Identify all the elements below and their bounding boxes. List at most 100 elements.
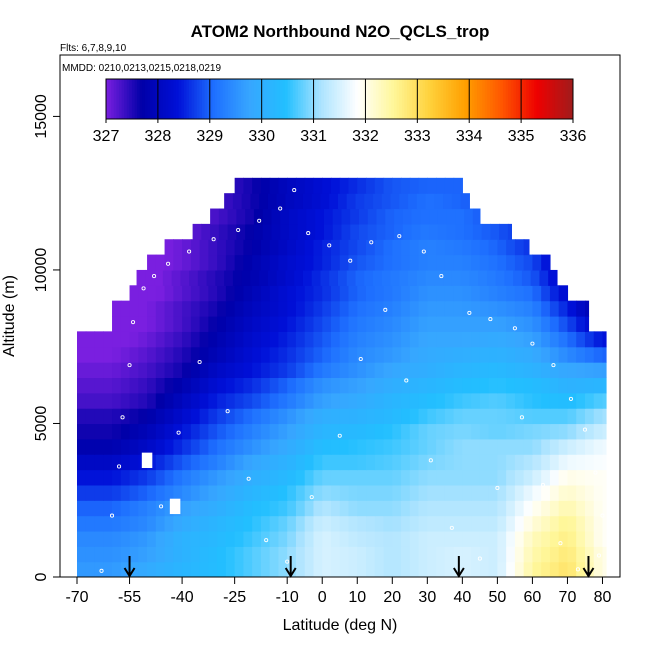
- heatmap-cell: [444, 177, 455, 194]
- heatmap-cell: [567, 408, 577, 425]
- heatmap-cell: [444, 377, 455, 394]
- heatmap-cell: [182, 285, 192, 302]
- heatmap-cell: [243, 408, 253, 425]
- heatmap-cell: [436, 392, 446, 409]
- heatmap-cell: [409, 346, 420, 363]
- heatmap-cell: [85, 408, 96, 425]
- heatmap-cell: [401, 239, 411, 256]
- heatmap-cell: [278, 285, 288, 302]
- colorbar-segment: [375, 79, 379, 119]
- heatmap-cell: [315, 208, 325, 225]
- heatmap-cell: [408, 269, 418, 286]
- heatmap-cell: [313, 408, 323, 425]
- heatmap-cell: [313, 316, 323, 332]
- heatmap-cell: [295, 362, 306, 379]
- heatmap-cell: [497, 454, 507, 471]
- heatmap-cell: [392, 454, 402, 471]
- heatmap-cell: [147, 438, 157, 455]
- heatmap-cell: [304, 500, 315, 517]
- heatmap-cell: [260, 362, 271, 379]
- colorbar-segment: [347, 79, 351, 119]
- heatmap-cell: [506, 561, 516, 577]
- heatmap-cell: [436, 285, 446, 302]
- colorbar-segment: [521, 79, 525, 119]
- heatmap-cell: [129, 300, 139, 317]
- heatmap-cell: [357, 177, 367, 194]
- y-tick-label: 10000: [33, 248, 50, 293]
- profile-arrow-head: [453, 567, 465, 578]
- heatmap-cell: [427, 239, 437, 256]
- heatmap-cell: [479, 423, 490, 440]
- heatmap-cell: [479, 392, 490, 409]
- heatmap-cell: [558, 362, 569, 379]
- heatmap-cell: [112, 438, 122, 455]
- heatmap-cell: [409, 530, 420, 547]
- heatmap-cell: [539, 269, 549, 286]
- heatmap-cell: [313, 392, 323, 409]
- heatmap-cell: [567, 484, 577, 501]
- colorbar-segment: [357, 79, 361, 119]
- heatmap-cell: [530, 269, 541, 286]
- heatmap-cell: [120, 331, 131, 348]
- heatmap-cell: [225, 469, 236, 486]
- heatmap-cell: [269, 408, 280, 425]
- heatmap-cell: [357, 377, 367, 394]
- heatmap-cell: [85, 392, 96, 409]
- heatmap-cell: [383, 254, 393, 271]
- heatmap-cell: [549, 469, 560, 486]
- colorbar-segment: [445, 79, 449, 119]
- heatmap-cell: [173, 377, 183, 394]
- heatmap-cell: [173, 408, 183, 425]
- heatmap-cell: [478, 269, 488, 286]
- heatmap-cell: [429, 208, 439, 225]
- heatmap-cell: [584, 469, 595, 486]
- heatmap-cell: [217, 362, 227, 379]
- heatmap-cell: [252, 408, 262, 425]
- heatmap-cell: [401, 285, 411, 302]
- heatmap-cell: [129, 484, 139, 501]
- colorbar-segment: [396, 79, 400, 119]
- colorbar-segment: [176, 79, 180, 119]
- heatmap-cell: [120, 362, 131, 379]
- track-point: [439, 274, 444, 279]
- heatmap-cell: [94, 561, 104, 577]
- track-point: [369, 240, 374, 245]
- heatmap-cell: [217, 469, 227, 486]
- heatmap-cell: [409, 392, 420, 409]
- heatmap-cell: [514, 515, 525, 532]
- heatmap-cell: [506, 362, 516, 379]
- heatmap-cell: [295, 254, 306, 271]
- heatmap-cell: [269, 254, 280, 271]
- colorbar-segment: [212, 79, 216, 119]
- colorbar-segment: [339, 79, 343, 119]
- heatmap-cell: [453, 392, 463, 409]
- heatmap-cell: [278, 177, 288, 194]
- heatmap-cell: [401, 515, 411, 532]
- heatmap-cell: [199, 423, 209, 440]
- heatmap-cell: [401, 300, 411, 317]
- heatmap-cell: [339, 546, 350, 563]
- heatmap-cell: [416, 193, 427, 210]
- heatmap-cell: [460, 193, 470, 210]
- heatmap-cell: [453, 316, 463, 332]
- heatmap-cell: [339, 500, 350, 517]
- heatmap-cell: [488, 500, 498, 517]
- track-point: [152, 274, 157, 279]
- heatmap-cell: [357, 438, 367, 455]
- heatmap-cell: [532, 423, 542, 440]
- heatmap-cell: [506, 546, 516, 563]
- heatmap-cell: [287, 438, 297, 455]
- track-point: [257, 218, 262, 223]
- heatmap-cell: [313, 254, 323, 271]
- heatmap-cell: [488, 546, 498, 563]
- heatmap-cell: [322, 362, 332, 379]
- heatmap-cell: [155, 408, 166, 425]
- heatmap-cell: [199, 438, 209, 455]
- heatmap-cell: [471, 316, 481, 332]
- heatmap-cell: [418, 177, 428, 194]
- colorbar-tick-label: 334: [456, 128, 483, 145]
- heatmap-cell: [576, 300, 586, 317]
- heatmap-cell: [409, 408, 420, 425]
- heatmap-cell: [234, 454, 245, 471]
